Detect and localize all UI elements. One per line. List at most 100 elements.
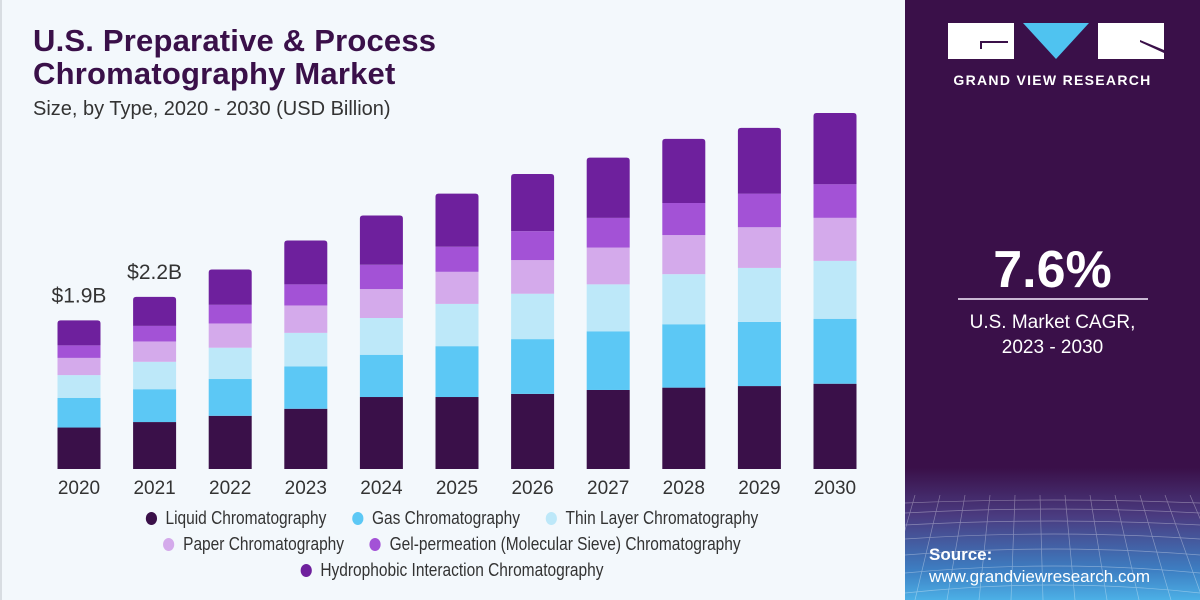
bar-segment-2025-liquid-chromatography (435, 397, 479, 469)
bar-segment-2025-gas-chromatography (435, 346, 479, 398)
x-tick-label-2025: 2025 (436, 478, 478, 499)
legend-item: Liquid Chromatography (145, 507, 327, 529)
bar-segment-2028-paper-chromatography (662, 235, 706, 275)
bar-segment-2020-thin-layer-chromatography (57, 375, 101, 398)
bar-group-2024 (359, 215, 403, 469)
bar-group-2020 (57, 320, 101, 469)
bar-segment-2026-paper-chromatography (511, 260, 555, 294)
bar-segment-2022-thin-layer-chromatography (208, 347, 252, 380)
bar-segment-2030-hydrophobic-interaction-chromatography (813, 113, 857, 185)
bar-segment-2030-gas-chromatography (813, 318, 857, 384)
bar-segment-2022-paper-chromatography (208, 323, 252, 348)
bar-segment-2021-liquid-chromatography (133, 422, 177, 469)
bar-segment-2028-thin-layer-chromatography (662, 274, 706, 325)
bar-segment-2029-thin-layer-chromatography (737, 267, 781, 322)
x-tick-label-2020: 2020 (58, 478, 100, 499)
bar-segment-2024-hydrophobic-interaction-chromatography (359, 215, 403, 265)
legend-dot-icon (545, 511, 557, 525)
grid-pattern-decoration (905, 495, 1200, 600)
legend-label: Gel-permeation (Molecular Sieve) Chromat… (389, 533, 741, 554)
bar-segment-2024-gel-permeation-molecular-sieve-chromatography (359, 264, 403, 290)
legend-row: Hydrophobic Interaction Chromatography (65, 557, 839, 583)
bar-segment-2021-hydrophobic-interaction-chromatography (133, 296, 177, 326)
bar-segment-2021-gel-permeation-molecular-sieve-chromatography (133, 325, 177, 342)
bar-group-2029 (737, 127, 781, 469)
bar-segment-2020-hydrophobic-interaction-chromatography (57, 320, 101, 346)
bar-group-2021 (133, 296, 177, 469)
sidebar-panel: GRAND VIEW RESEARCH 7.6% U.S. Market CAG… (905, 0, 1200, 600)
bar-segment-2022-hydrophobic-interaction-chromatography (208, 269, 252, 305)
legend-label: Hydrophobic Interaction Chromatography (320, 559, 604, 580)
legend-row: Paper Chromatography Gel-permeation (Mole… (65, 531, 839, 557)
title-line-1: U.S. Preparative & Process (33, 23, 437, 58)
bar-segment-2026-gas-chromatography (511, 339, 555, 394)
bar-segment-2026-hydrophobic-interaction-chromatography (511, 174, 555, 232)
bar-segment-2020-paper-chromatography (57, 357, 101, 376)
bar-segment-2030-paper-chromatography (813, 217, 857, 261)
bar-group-2023 (284, 240, 328, 469)
bar-group-2025 (435, 193, 479, 469)
bar-segment-2026-gel-permeation-molecular-sieve-chromatography (511, 231, 555, 261)
bar-segment-2027-gas-chromatography (586, 331, 630, 390)
legend-item: Hydrophobic Interaction Chromatography (300, 559, 604, 581)
bar-segment-2024-thin-layer-chromatography (359, 317, 403, 355)
x-tick-label-2022: 2022 (209, 478, 251, 499)
bar-segment-2029-liquid-chromatography (737, 386, 781, 469)
legend-row: Liquid Chromatography Gas Chromatography T… (65, 505, 839, 531)
bar-segment-2023-thin-layer-chromatography (284, 332, 328, 367)
x-tick-label-2024: 2024 (360, 478, 403, 499)
x-tick-label-2021: 2021 (133, 478, 175, 499)
logo-text: GRAND VIEW RESEARCH (953, 72, 1152, 88)
bar-segment-2029-paper-chromatography (737, 227, 781, 268)
stacked-bar-chart: 2020 $1.9B 2021 $2.2B 2022 2023 2024 2025 2026 20… (52, 113, 857, 499)
bar-segment-2026-liquid-chromatography (511, 393, 555, 469)
bar-group-2028 (662, 138, 706, 469)
legend-dot-icon (369, 537, 382, 551)
legend-label: Gas Chromatography (371, 507, 520, 528)
bar-segment-2025-thin-layer-chromatography (435, 303, 479, 347)
source-label: Source: (929, 545, 993, 564)
bar-segment-2024-paper-chromatography (359, 289, 403, 318)
bar-segment-2021-paper-chromatography (133, 341, 177, 362)
legend-item: Thin Layer Chromatography (545, 508, 758, 529)
x-tick-label-2029: 2029 (738, 478, 780, 499)
data-label-2021: $2.2B (127, 261, 182, 284)
cagr-label: U.S. Market CAGR, 2023 - 2030 (905, 310, 1200, 360)
bar-segment-2027-paper-chromatography (586, 247, 630, 285)
title-line-2: Chromatography Market (33, 56, 396, 91)
bar-segment-2028-gel-permeation-molecular-sieve-chromatography (662, 202, 706, 236)
bar-segment-2027-liquid-chromatography (586, 389, 630, 469)
legend-item: Paper Chromatography (163, 534, 344, 555)
bar-segment-2026-thin-layer-chromatography (511, 293, 555, 340)
bar-group-2030 (813, 113, 857, 469)
bar-group-2027 (586, 157, 630, 469)
bar-segment-2027-gel-permeation-molecular-sieve-chromatography (586, 217, 630, 248)
bar-segment-2023-paper-chromatography (284, 305, 328, 333)
bar-segment-2025-hydrophobic-interaction-chromatography (435, 193, 479, 247)
bar-segment-2030-thin-layer-chromatography (813, 260, 857, 319)
bar-group-2026 (511, 174, 555, 469)
bar-segment-2028-liquid-chromatography (662, 387, 706, 469)
legend-dot-icon (300, 563, 312, 577)
cagr-label-line-1: U.S. Market CAGR, (969, 312, 1136, 333)
source-url[interactable]: www.grandviewresearch.com (929, 567, 1151, 586)
bar-segment-2024-liquid-chromatography (359, 397, 403, 469)
legend-label: Paper Chromatography (183, 533, 345, 554)
bar-segment-2025-gel-permeation-molecular-sieve-chromatography (435, 246, 479, 272)
data-label-2020: $1.9B (52, 284, 107, 307)
bar-segment-2027-thin-layer-chromatography (586, 284, 630, 332)
bar-segment-2020-gas-chromatography (57, 397, 101, 428)
x-tick-label-2026: 2026 (511, 478, 553, 499)
x-tick-label-2028: 2028 (663, 478, 705, 499)
bar-segment-2023-liquid-chromatography (284, 408, 328, 469)
legend-item: Gas Chromatography (352, 508, 520, 529)
legend-item: Gel-permeation (Molecular Sieve) Chromat… (369, 533, 741, 555)
bar-segment-2024-gas-chromatography (359, 354, 403, 398)
bar-segment-2029-hydrophobic-interaction-chromatography (737, 127, 781, 194)
legend-dot-icon (352, 511, 364, 525)
cagr-label-line-2: 2023 - 2030 (1001, 337, 1104, 358)
legend-label: Liquid Chromatography (165, 507, 327, 528)
bar-segment-2020-gel-permeation-molecular-sieve-chromatography (57, 345, 101, 358)
bar-segment-2023-gel-permeation-molecular-sieve-chromatography (284, 284, 328, 306)
legend-dot-icon (145, 511, 157, 525)
